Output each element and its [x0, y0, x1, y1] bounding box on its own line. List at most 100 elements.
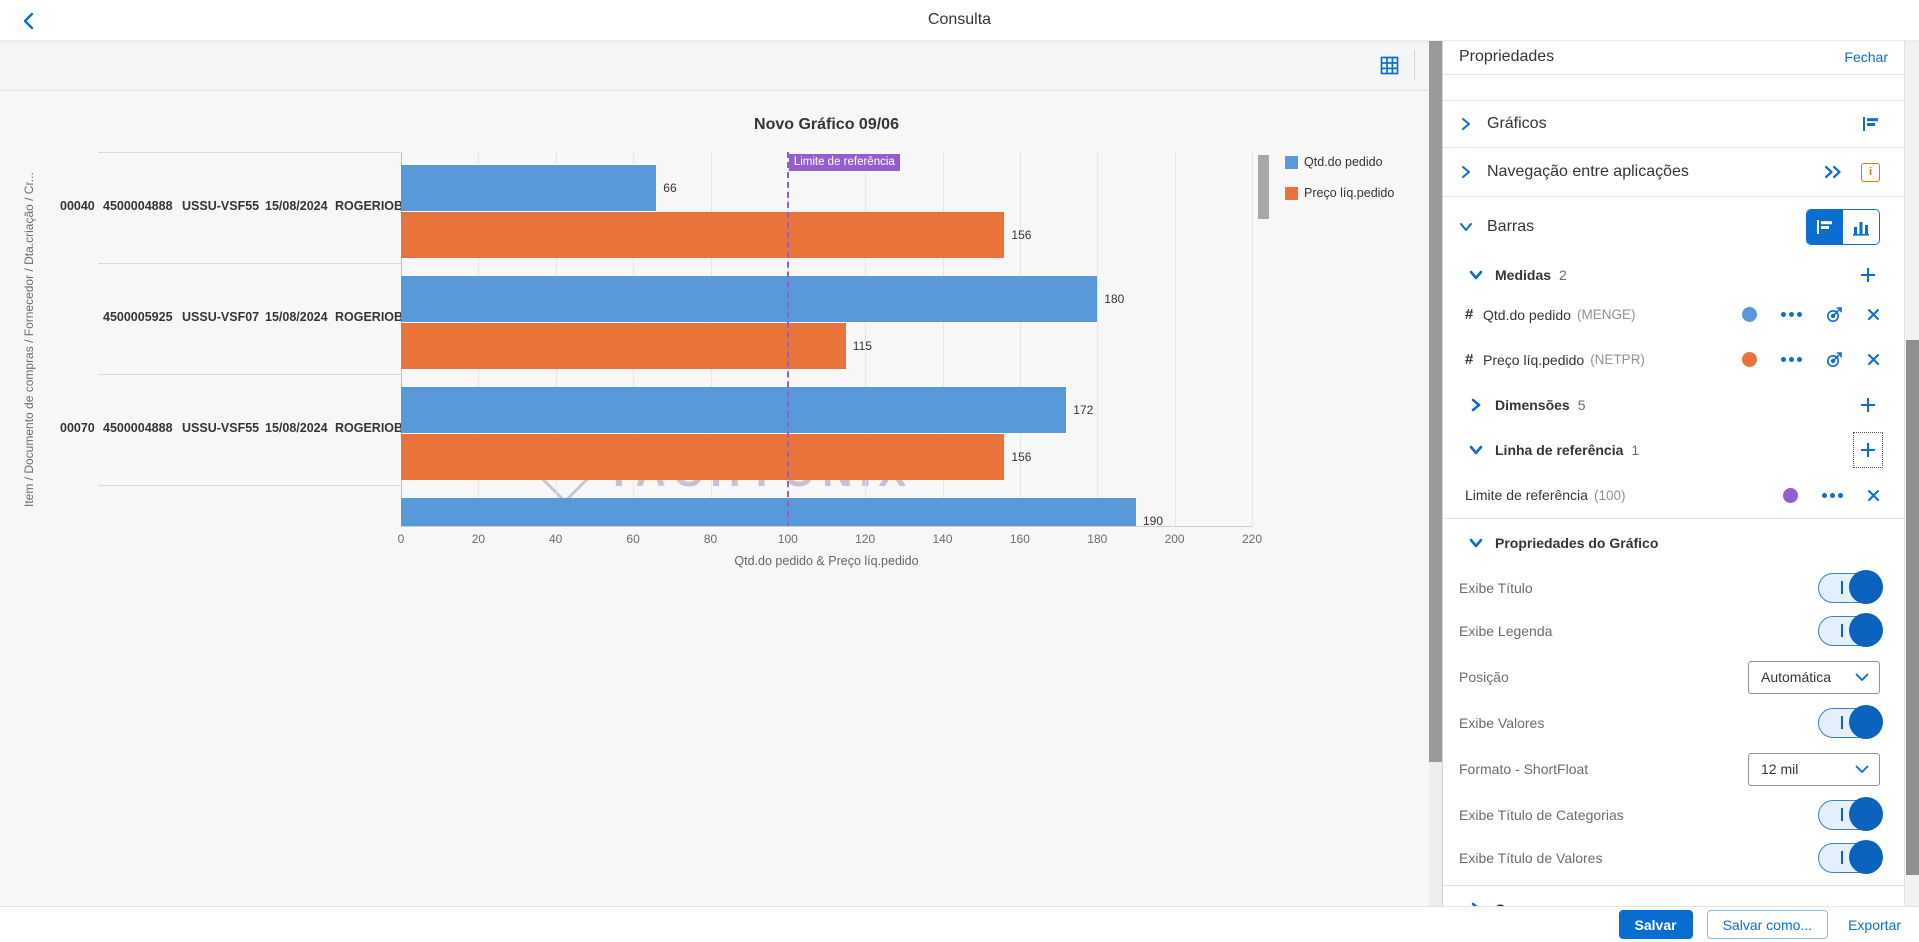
- subsection-propriedades-grafico[interactable]: Propriedades do Gráfico: [1443, 519, 1904, 567]
- category-label-documento: 4500004888: [103, 199, 173, 213]
- chevron-down-icon[interactable]: [1469, 536, 1483, 550]
- property-row: Exibe Legenda: [1443, 609, 1904, 653]
- category-separator: [98, 263, 401, 264]
- toggle-switch-on[interactable]: [1818, 570, 1883, 604]
- horizontal-bars-option[interactable]: [1807, 210, 1843, 244]
- category-label-documento: 4500004888: [103, 421, 173, 435]
- section-graficos[interactable]: Gráficos: [1443, 101, 1904, 148]
- bar-qtd[interactable]: [401, 276, 1098, 322]
- switch-handle: [1849, 613, 1883, 647]
- chevron-right-icon[interactable]: [1469, 398, 1483, 412]
- measure-color-dot[interactable]: [1742, 307, 1757, 322]
- category-label-dta_criacao: 15/08/2024: [265, 421, 328, 435]
- bar-value-label: 156: [1011, 228, 1032, 242]
- target-icon[interactable]: [1826, 306, 1843, 323]
- export-link[interactable]: Exportar: [1848, 916, 1901, 933]
- chevron-right-icon[interactable]: [1459, 117, 1473, 131]
- close-panel-link[interactable]: Fechar: [1844, 49, 1888, 65]
- target-icon[interactable]: [1826, 351, 1843, 368]
- x-tick-label: 20: [471, 532, 486, 546]
- subsection-dimensoes[interactable]: Dimensões 5: [1443, 382, 1904, 427]
- gridline: [942, 152, 944, 527]
- property-label: Exibe Título de Valores: [1459, 849, 1603, 866]
- dimensoes-count: 5: [1577, 396, 1586, 413]
- overflow-menu-icon[interactable]: [1781, 312, 1802, 317]
- property-row: Formato - ShortFloat 12 mil: [1443, 745, 1904, 793]
- measure-color-dot[interactable]: [1742, 352, 1757, 367]
- toggle-switch-on[interactable]: [1818, 839, 1883, 874]
- reference-line-color-dot[interactable]: [1783, 487, 1798, 503]
- reference-line: [786, 152, 789, 527]
- bar-preco[interactable]: [401, 323, 846, 369]
- bar-qtd[interactable]: [401, 498, 1136, 527]
- toggle-switch-on[interactable]: [1818, 796, 1883, 831]
- horizontal-bar-chart-icon[interactable]: [1862, 116, 1880, 132]
- bar-preco[interactable]: [401, 434, 1005, 480]
- linha-referencia-count: 1: [1631, 441, 1640, 458]
- bar-preco[interactable]: [401, 212, 1005, 258]
- chart-vertical-scrollbar[interactable]: [1258, 155, 1269, 219]
- chevron-right-icon[interactable]: [1469, 902, 1483, 907]
- add-measure-button[interactable]: [1856, 260, 1880, 290]
- chevron-down-icon[interactable]: [1469, 443, 1483, 457]
- chevron-down-icon: [1855, 673, 1869, 681]
- overflow-menu-icon[interactable]: [1781, 357, 1802, 362]
- content-scrollbar-thumb[interactable]: [1429, 40, 1442, 762]
- overflow-menu-icon[interactable]: [1822, 492, 1843, 498]
- x-tick-label: 220: [1241, 532, 1263, 546]
- chevron-left-icon: [23, 12, 34, 30]
- section-barras[interactable]: Barras: [1443, 197, 1904, 257]
- section-navegacao[interactable]: Navegação entre aplicações: [1443, 148, 1904, 197]
- measure-code: (NETPR): [1590, 352, 1645, 367]
- double-chevron-right-icon[interactable]: [1824, 165, 1843, 179]
- chevron-down-icon[interactable]: [1459, 220, 1473, 234]
- chevron-down-icon: [1855, 765, 1869, 773]
- toggle-switch-on[interactable]: [1818, 705, 1883, 739]
- chart-toolbar: [0, 40, 1429, 91]
- gridline: [865, 152, 867, 527]
- property-row: Exibe Valores: [1443, 701, 1904, 745]
- select-dropdown[interactable]: Automática: [1748, 660, 1880, 694]
- section-barras-label: Barras: [1487, 218, 1535, 235]
- category-label-documento: 4500005925: [103, 310, 173, 324]
- remove-icon[interactable]: [1867, 489, 1880, 502]
- toggle-switch-on[interactable]: [1818, 613, 1883, 647]
- x-tick-label: 120: [855, 532, 876, 546]
- vertical-bars-option[interactable]: [1843, 210, 1879, 244]
- bar-value-label: 172: [1073, 403, 1094, 417]
- switch-handle: [1849, 570, 1883, 604]
- section-graficos-label: Gráficos: [1487, 115, 1547, 132]
- bar-qtd[interactable]: [401, 387, 1067, 433]
- select-dropdown[interactable]: 12 mil: [1748, 752, 1880, 786]
- property-row: Exibe Título de Categorias: [1443, 793, 1904, 836]
- property-row: Posição Automática: [1443, 653, 1904, 701]
- category-separator: [98, 152, 401, 153]
- save-button[interactable]: Salvar: [1618, 910, 1693, 939]
- save-as-button[interactable]: Salvar como...: [1706, 910, 1829, 939]
- remove-icon[interactable]: [1867, 353, 1880, 366]
- gridline: [1097, 152, 1099, 527]
- back-button[interactable]: [18, 10, 40, 32]
- panel-scrollbar-thumb[interactable]: [1906, 340, 1919, 875]
- x-tick-label: 180: [1087, 532, 1108, 546]
- info-icon[interactable]: [1861, 162, 1880, 182]
- chevron-right-icon[interactable]: [1459, 165, 1473, 179]
- select-value: 12 mil: [1761, 761, 1799, 777]
- gridline: [1174, 152, 1176, 527]
- property-label: Formato - ShortFloat: [1459, 761, 1589, 777]
- subsection-cores[interactable]: Cores: [1443, 892, 1904, 906]
- show-table-button[interactable]: [1378, 54, 1400, 76]
- bar-qtd[interactable]: [401, 165, 657, 211]
- chart-title: Novo Gráfico 09/06: [754, 116, 899, 133]
- legend-item: Qtd.do pedido: [1285, 152, 1394, 172]
- remove-icon[interactable]: [1867, 308, 1880, 321]
- plus-icon: [1861, 442, 1875, 457]
- add-reference-line-button[interactable]: [1853, 431, 1883, 468]
- category-label-item: 00040: [60, 199, 95, 213]
- x-tick-label: 100: [777, 532, 798, 546]
- property-label: Posição: [1459, 669, 1509, 685]
- subsection-linha-referencia[interactable]: Linha de referência 1: [1443, 427, 1904, 472]
- subsection-medidas[interactable]: Medidas 2: [1443, 257, 1904, 292]
- chevron-down-icon[interactable]: [1469, 268, 1483, 282]
- add-dimension-button[interactable]: [1856, 390, 1880, 420]
